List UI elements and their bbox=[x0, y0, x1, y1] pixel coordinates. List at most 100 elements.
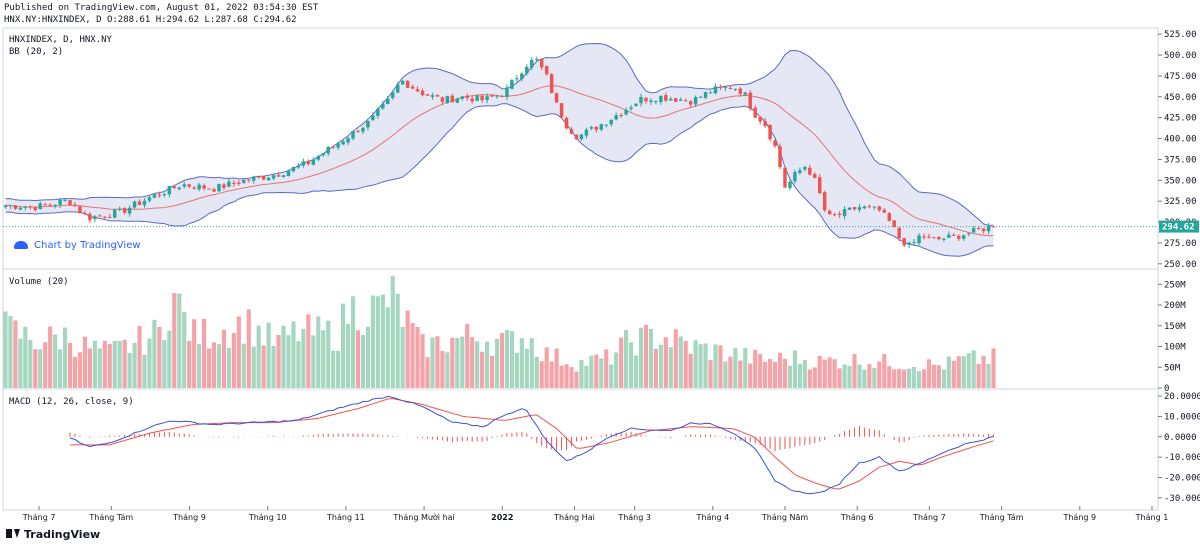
volume-bar bbox=[256, 325, 261, 388]
candle bbox=[957, 235, 961, 239]
candle bbox=[495, 95, 499, 97]
volume-bar bbox=[569, 367, 574, 388]
volume-bar bbox=[395, 293, 400, 388]
candle bbox=[256, 176, 261, 178]
chart-by-tradingview-link[interactable]: Chart by TradingView bbox=[14, 240, 141, 251]
volume-bar bbox=[772, 361, 778, 388]
candle bbox=[827, 210, 832, 215]
bb-legend-label[interactable]: BB (20, 2) bbox=[9, 47, 63, 57]
volume-bar bbox=[38, 349, 43, 388]
time-tick-label: Tháng 7 bbox=[912, 513, 946, 522]
candle bbox=[202, 185, 206, 189]
candle bbox=[182, 184, 186, 187]
candle bbox=[614, 115, 618, 120]
candle bbox=[907, 242, 911, 245]
candle bbox=[395, 84, 400, 93]
macd-tick-label: 20.0000 bbox=[1164, 392, 1200, 402]
volume-bar bbox=[911, 366, 917, 388]
candle bbox=[698, 96, 703, 98]
candle bbox=[976, 227, 981, 230]
candle bbox=[619, 114, 623, 116]
candle bbox=[808, 167, 812, 175]
time-tick-label: Tháng 6 bbox=[840, 513, 874, 522]
volume-bar bbox=[276, 334, 281, 388]
volume-bar bbox=[87, 348, 92, 388]
volume-bar bbox=[365, 326, 371, 388]
volume-bar bbox=[182, 311, 187, 388]
volume-bar bbox=[738, 360, 743, 388]
candle bbox=[147, 197, 152, 201]
candle bbox=[505, 87, 509, 97]
candle bbox=[266, 177, 271, 181]
candle bbox=[599, 124, 604, 130]
candle bbox=[912, 242, 916, 244]
candle bbox=[420, 90, 425, 96]
volume-bar bbox=[529, 338, 534, 388]
candle bbox=[68, 200, 72, 206]
volume-bar bbox=[887, 366, 892, 388]
candle bbox=[18, 208, 23, 210]
cloud-icon bbox=[14, 241, 28, 249]
volume-bar bbox=[271, 345, 276, 388]
volume-bar bbox=[3, 311, 8, 388]
volume-bar bbox=[554, 348, 559, 388]
candle bbox=[430, 95, 435, 97]
volume-bar bbox=[460, 336, 465, 388]
volume-bar bbox=[832, 359, 837, 388]
price-tick-label: 350.00 bbox=[1164, 176, 1197, 186]
volume-bar bbox=[638, 327, 644, 388]
candle bbox=[778, 146, 782, 168]
candle bbox=[232, 182, 236, 184]
volume-bar bbox=[628, 342, 634, 388]
volume-bar bbox=[405, 310, 410, 388]
volume-bar bbox=[465, 323, 470, 388]
candle bbox=[361, 127, 365, 132]
candle bbox=[152, 194, 157, 198]
volume-bar bbox=[857, 364, 862, 388]
volume-bar bbox=[708, 360, 713, 388]
volume-bar bbox=[991, 348, 996, 388]
candle bbox=[723, 87, 728, 89]
price-tick-label: 525.00 bbox=[1164, 30, 1197, 40]
volume-bar bbox=[971, 350, 976, 388]
volume-bar bbox=[251, 346, 256, 388]
volume-bar bbox=[470, 337, 475, 388]
candle bbox=[321, 153, 325, 156]
watermark-label: Chart by TradingView bbox=[34, 240, 141, 251]
tradingview-logo[interactable]: TradingView bbox=[6, 528, 100, 541]
candle bbox=[485, 96, 489, 100]
volume-bar bbox=[504, 330, 510, 388]
candle bbox=[296, 165, 301, 168]
volume-bar bbox=[594, 354, 599, 388]
candle bbox=[13, 205, 18, 209]
volume-bar bbox=[489, 355, 495, 388]
volume-tick-label: 50M bbox=[1164, 363, 1181, 373]
macd-pane-title: MACD (12, 26, close, 9) bbox=[9, 397, 134, 407]
volume-bar bbox=[122, 339, 127, 388]
macd-tick-label: 10.0000 bbox=[1164, 412, 1200, 422]
candle bbox=[222, 184, 226, 188]
volume-bar bbox=[494, 338, 500, 388]
candle bbox=[276, 175, 281, 177]
volume-bar bbox=[291, 321, 296, 388]
volume-bar bbox=[599, 358, 604, 388]
candle bbox=[455, 98, 460, 103]
last-price-label: 294.62 bbox=[1162, 223, 1195, 233]
volume-bar bbox=[609, 364, 614, 388]
volume-bar bbox=[425, 357, 430, 388]
volume-bar bbox=[13, 320, 18, 388]
candle bbox=[281, 175, 286, 177]
candle bbox=[137, 201, 142, 205]
candle bbox=[311, 159, 316, 165]
price-tick-label: 400.00 bbox=[1164, 135, 1197, 145]
volume-bar bbox=[33, 349, 38, 388]
candle bbox=[177, 187, 181, 190]
candle bbox=[475, 95, 479, 101]
volume-bar bbox=[236, 316, 241, 388]
last-price-badge bbox=[1159, 220, 1199, 233]
volume-bar bbox=[410, 323, 415, 388]
volume-bar bbox=[112, 340, 117, 388]
volume-tick-label: 0 bbox=[1164, 384, 1169, 394]
candle bbox=[981, 228, 986, 232]
